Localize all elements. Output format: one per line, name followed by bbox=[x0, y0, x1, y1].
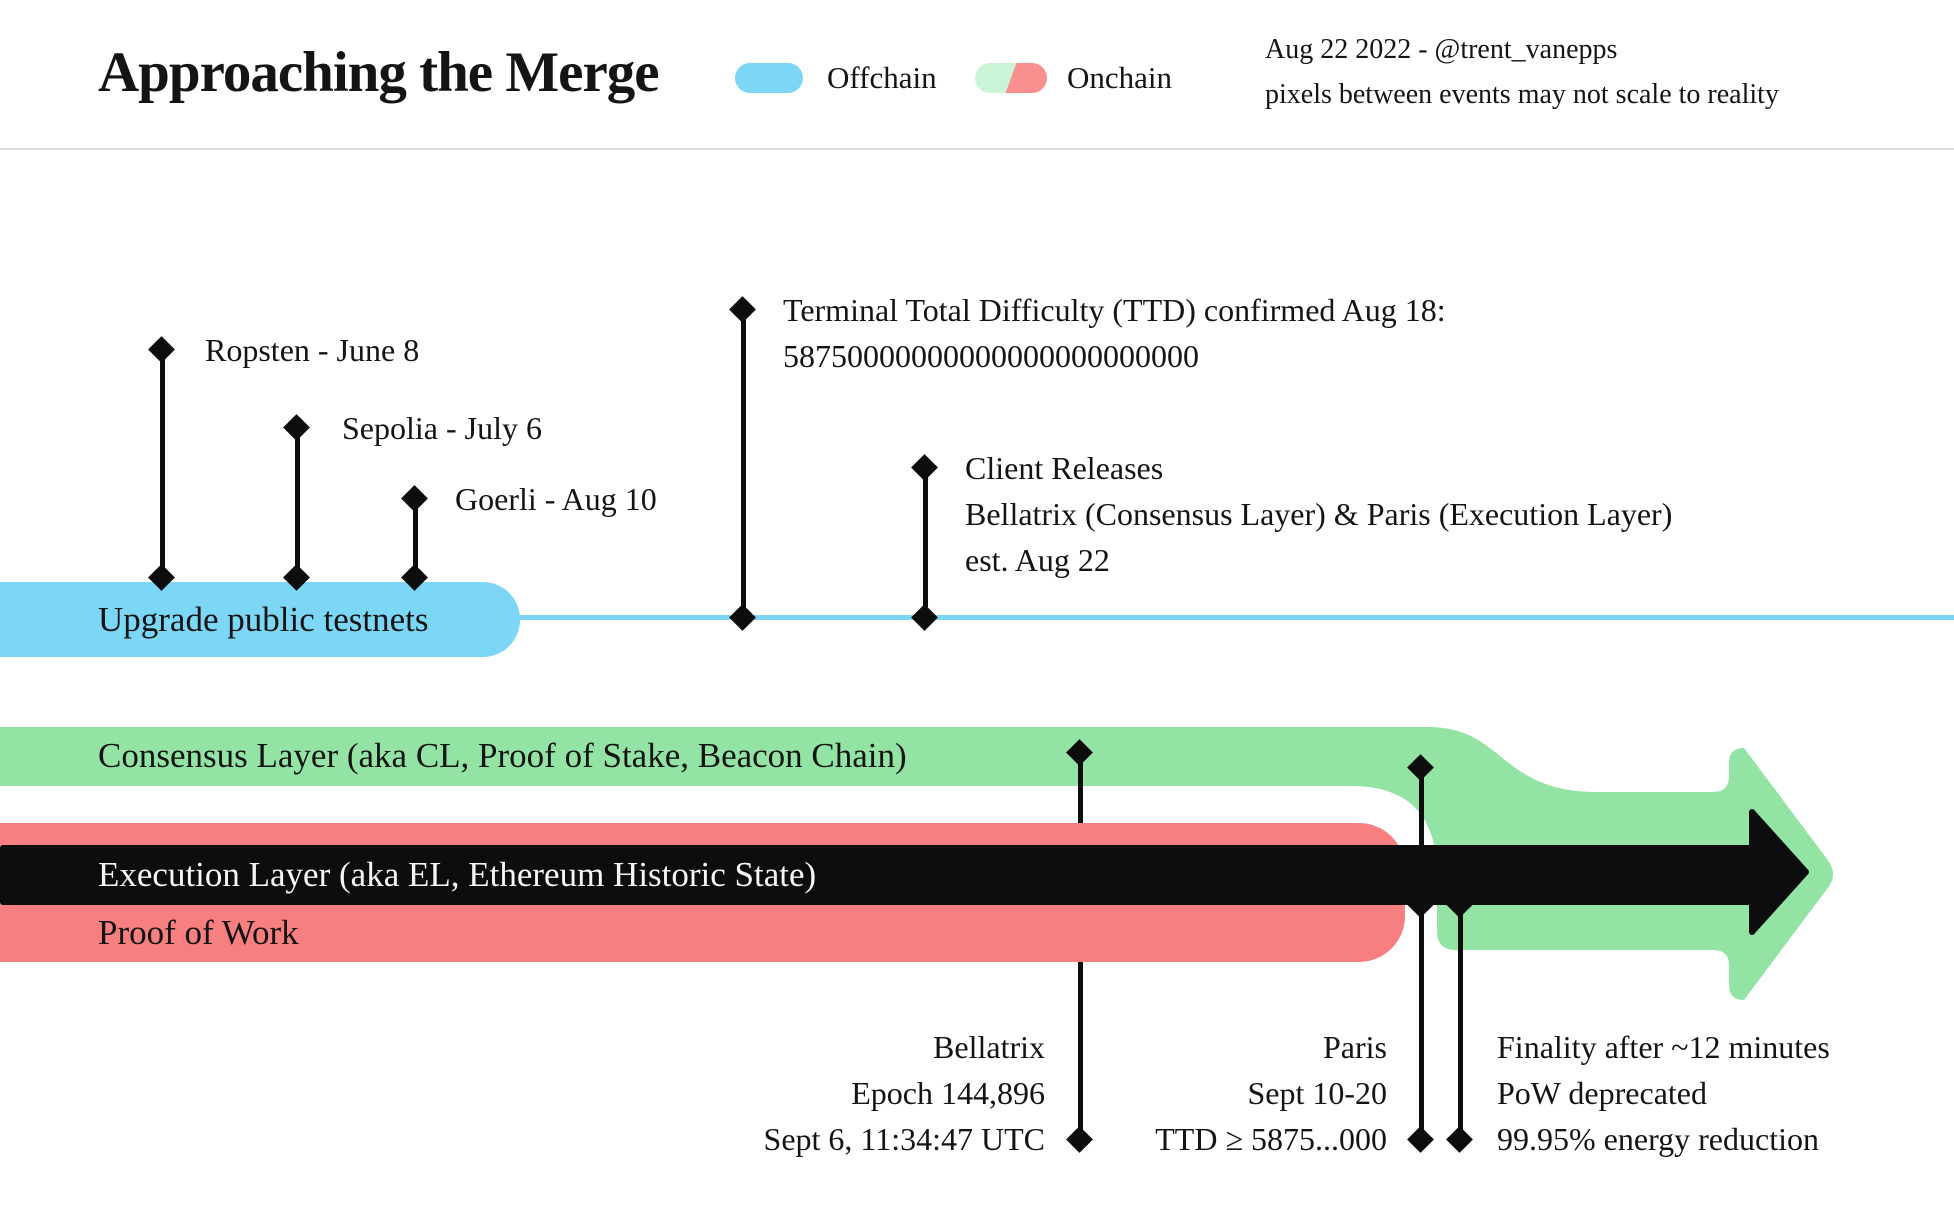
ropsten-stem bbox=[160, 350, 165, 578]
goerli-label: Goerli - Aug 10 bbox=[455, 481, 657, 517]
client-releases-annotation: Client Releases Bellatrix (Consensus Lay… bbox=[965, 445, 1672, 583]
execution-bar-label: Execution Layer (aka EL, Ethereum Histor… bbox=[98, 855, 817, 894]
paris-line2: Sept 10-20 bbox=[1247, 1075, 1387, 1111]
paris-execution-diamond bbox=[1407, 891, 1434, 918]
bellatrix-line1: Bellatrix bbox=[933, 1029, 1045, 1065]
ttd-line2: 58750000000000000000000000 bbox=[783, 338, 1199, 374]
bellatrix-line3: Sept 6, 11:34:47 UTC bbox=[763, 1121, 1045, 1157]
bellatrix-diamond bbox=[1066, 739, 1093, 766]
byline-block: Aug 22 2022 - @trent_vanepps pixels betw… bbox=[1265, 27, 1779, 117]
goerli-stem bbox=[413, 499, 418, 578]
paris-annotation: Paris Sept 10-20 TTD ≥ 5875...000 bbox=[1155, 1024, 1387, 1162]
paris-stem bbox=[1419, 768, 1424, 1140]
paris-line1: Paris bbox=[1323, 1029, 1387, 1065]
finality-line2: PoW deprecated bbox=[1497, 1075, 1707, 1111]
bellatrix-annotation: Bellatrix Epoch 144,896 Sept 6, 11:34:47… bbox=[764, 1024, 1045, 1162]
paris-base-diamond bbox=[1407, 1126, 1434, 1153]
onchain-legend-swatch bbox=[975, 63, 1047, 93]
client-releases-stem bbox=[923, 468, 928, 618]
paris-line3: TTD ≥ 5875...000 bbox=[1155, 1121, 1387, 1157]
pow-bar-label: Proof of Work bbox=[98, 913, 299, 952]
ropsten-diamond bbox=[148, 336, 175, 363]
offchain-legend-swatch bbox=[735, 63, 803, 93]
finality-stem bbox=[1458, 875, 1463, 1140]
ttd-stem bbox=[741, 310, 746, 618]
bellatrix-base-diamond bbox=[1066, 1126, 1093, 1153]
testnets-bar-label: Upgrade public testnets bbox=[98, 600, 429, 639]
client-releases-line3: est. Aug 22 bbox=[965, 542, 1110, 578]
finality-execution-diamond bbox=[1446, 891, 1473, 918]
consensus-bar-label: Consensus Layer (aka CL, Proof of Stake,… bbox=[98, 736, 907, 775]
sepolia-stem bbox=[295, 428, 300, 578]
paris-diamond bbox=[1407, 754, 1434, 781]
goerli-diamond bbox=[401, 485, 428, 512]
onchain-legend-label: Onchain bbox=[1067, 60, 1173, 95]
finality-line3: 99.95% energy reduction bbox=[1497, 1121, 1819, 1157]
client-releases-diamond bbox=[911, 454, 938, 481]
page-title: Approaching the Merge bbox=[98, 41, 660, 104]
finality-annotation: Finality after ~12 minutes PoW deprecate… bbox=[1497, 1024, 1830, 1162]
bellatrix-line2: Epoch 144,896 bbox=[851, 1075, 1045, 1111]
offchain-legend-label: Offchain bbox=[827, 60, 937, 95]
byline-date-author: Aug 22 2022 - @trent_vanepps bbox=[1265, 34, 1618, 65]
ttd-line1: Terminal Total Difficulty (TTD) confirme… bbox=[783, 292, 1446, 328]
sepolia-diamond bbox=[283, 414, 310, 441]
testnets-bar bbox=[0, 582, 520, 657]
ttd-diamond bbox=[729, 296, 756, 323]
ropsten-label: Ropsten - June 8 bbox=[205, 332, 420, 368]
client-releases-line1: Client Releases bbox=[965, 450, 1164, 486]
ttd-annotation: Terminal Total Difficulty (TTD) confirme… bbox=[783, 287, 1446, 379]
finality-line1: Finality after ~12 minutes bbox=[1497, 1029, 1830, 1065]
header-divider bbox=[0, 148, 1954, 150]
sepolia-label: Sepolia - July 6 bbox=[342, 410, 542, 446]
byline-note: pixels between events may not scale to r… bbox=[1265, 79, 1779, 110]
client-releases-line2: Bellatrix (Consensus Layer) & Paris (Exe… bbox=[965, 496, 1673, 532]
offchain-timeline-line bbox=[518, 615, 1954, 620]
finality-base-diamond bbox=[1446, 1126, 1473, 1153]
